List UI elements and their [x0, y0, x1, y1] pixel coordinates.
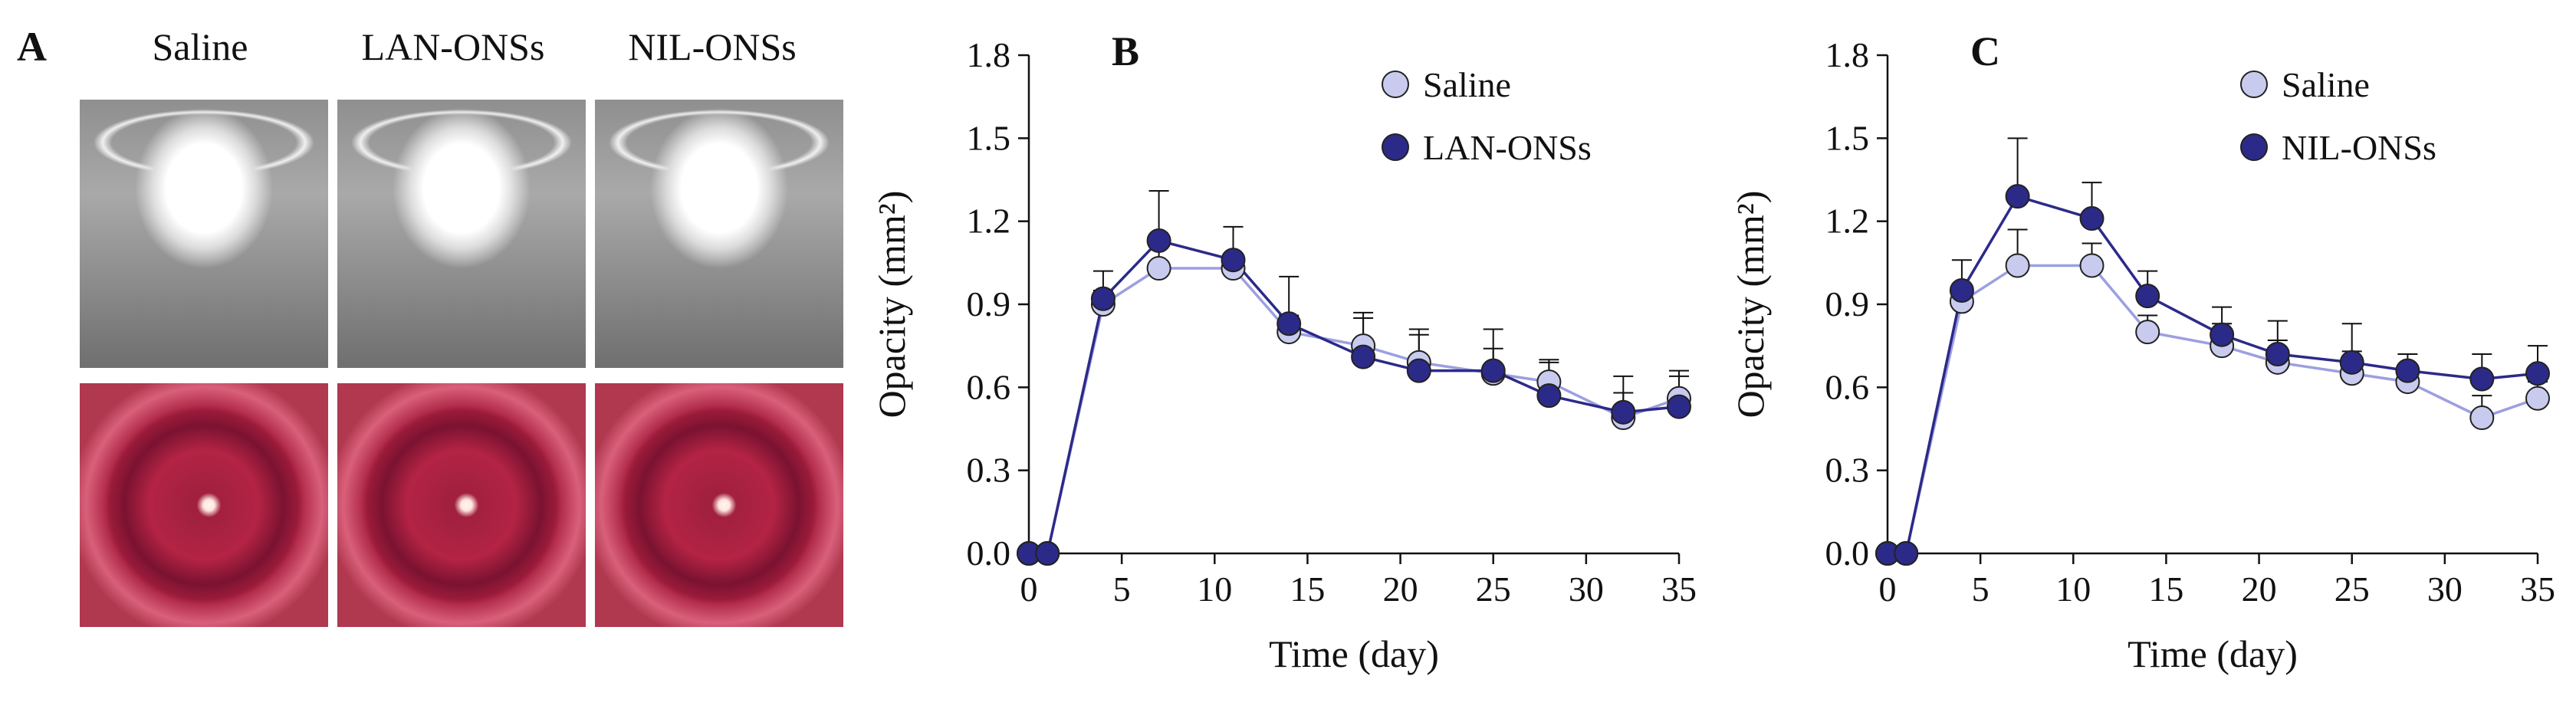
y-axis-label: Opacity (mm²)	[1729, 191, 1772, 419]
y-tick-label: 0.3	[1825, 451, 1870, 490]
legend-label: NIL-ONSs	[2282, 128, 2436, 167]
x-tick-label: 25	[2334, 569, 2370, 609]
data-point	[2339, 350, 2364, 375]
x-tick-label: 15	[1290, 569, 1325, 609]
series-line	[1888, 264, 2538, 555]
data-point	[2005, 184, 2030, 209]
data-point	[1667, 394, 1691, 419]
x-tick-label: 15	[2148, 569, 2183, 609]
y-tick-label: 1.8	[967, 35, 1011, 74]
data-point	[1894, 541, 1919, 566]
x-axis-label: Time (day)	[2128, 632, 2298, 675]
data-point	[1406, 358, 1431, 383]
data-point	[2469, 366, 2495, 392]
data-point	[2135, 284, 2160, 309]
column-label-saline: Saline	[152, 25, 248, 68]
series-line	[1029, 238, 1680, 555]
data-point	[2079, 253, 2104, 278]
y-tick-label: 1.5	[967, 118, 1011, 157]
y-tick-label: 1.5	[1825, 118, 1870, 157]
column-label-nil-onss: NIL-ONSs	[628, 25, 797, 68]
legend-label: Saline	[2282, 65, 2370, 104]
y-tick-label: 1.2	[967, 202, 1011, 241]
data-point	[1276, 311, 1302, 336]
eye-image-saline-red	[80, 383, 328, 627]
y-tick-label: 0.6	[1825, 367, 1870, 406]
data-point	[1351, 344, 1376, 369]
data-point	[1536, 383, 1562, 409]
data-point	[2135, 320, 2160, 345]
x-tick-label: 25	[1476, 569, 1511, 609]
data-point	[1090, 286, 1116, 311]
eye-image-nil-onss-red	[595, 383, 843, 627]
x-tick-label: 5	[1113, 569, 1131, 609]
chart-panel-b: 0.0 0.3 0.6 0.9 1.2 1.5 1.8 0 5 10 15 20 25 30 35 Time …	[870, 28, 1697, 675]
data-point	[2395, 358, 2420, 383]
data-point	[2525, 361, 2550, 386]
y-tick-label: 0.9	[967, 284, 1011, 323]
data-point	[1611, 399, 1636, 425]
y-axis-label: Opacity (mm²)	[870, 191, 913, 419]
y-tick-label: 0.0	[1825, 533, 1870, 573]
data-point	[1221, 248, 1246, 273]
eye-image-lan-onss-red	[337, 383, 586, 627]
data-point	[2525, 386, 2550, 411]
x-tick-label: 20	[1383, 569, 1418, 609]
x-tick-label: 10	[1197, 569, 1232, 609]
column-label-lan-onss: LAN-ONSs	[361, 25, 545, 68]
y-tick-label: 1.2	[1825, 202, 1870, 241]
data-point	[2005, 253, 2030, 278]
data-point	[1035, 541, 1060, 566]
legend-marker	[1382, 133, 1409, 161]
data-point	[2469, 405, 2495, 431]
y-tick-label: 0.6	[967, 367, 1011, 406]
x-tick-label: 30	[2427, 569, 2463, 609]
panel-letter: C	[1970, 28, 2000, 74]
data-point	[1480, 358, 1506, 383]
eye-image-nil-onss-gray	[595, 100, 843, 368]
y-tick-label: 1.8	[1825, 35, 1870, 74]
series-line	[1888, 195, 2538, 555]
x-tick-label: 10	[2055, 569, 2091, 609]
data-point	[2079, 206, 2104, 231]
legend-marker	[2240, 71, 2268, 98]
data-point	[2265, 342, 2290, 366]
eye-image-saline-gray	[80, 100, 328, 368]
data-point	[1949, 277, 1974, 303]
data-point	[2210, 322, 2235, 347]
y-tick-label: 0.3	[967, 451, 1011, 490]
y-tick-label: 0.0	[967, 533, 1011, 573]
y-tick-label: 0.9	[1825, 284, 1870, 323]
x-tick-label: 0	[1879, 569, 1897, 609]
chart-panel-c: 0.0 0.3 0.6 0.9 1.2 1.5 1.8 0 5 10 15 20 25 30 35 Time …	[1729, 28, 2555, 675]
data-point	[1146, 228, 1171, 253]
panel-letter: B	[1112, 28, 1139, 74]
x-tick-label: 5	[1972, 569, 1990, 609]
eye-image-lan-onss-gray	[337, 100, 586, 368]
legend-label: Saline	[1423, 65, 1511, 104]
series-line	[1029, 267, 1680, 555]
x-axis-label: Time (day)	[1269, 632, 1439, 675]
x-tick-label: 20	[2242, 569, 2277, 609]
legend-label: LAN-ONSs	[1423, 128, 1592, 167]
x-tick-label: 35	[2520, 569, 2555, 609]
data-point	[1146, 256, 1171, 281]
legend-marker	[1382, 71, 1409, 98]
x-tick-label: 0	[1020, 569, 1038, 609]
panel-a-letter: A	[17, 24, 47, 70]
x-tick-label: 35	[1661, 569, 1697, 609]
x-tick-label: 30	[1569, 569, 1604, 609]
legend-marker	[2240, 133, 2268, 161]
